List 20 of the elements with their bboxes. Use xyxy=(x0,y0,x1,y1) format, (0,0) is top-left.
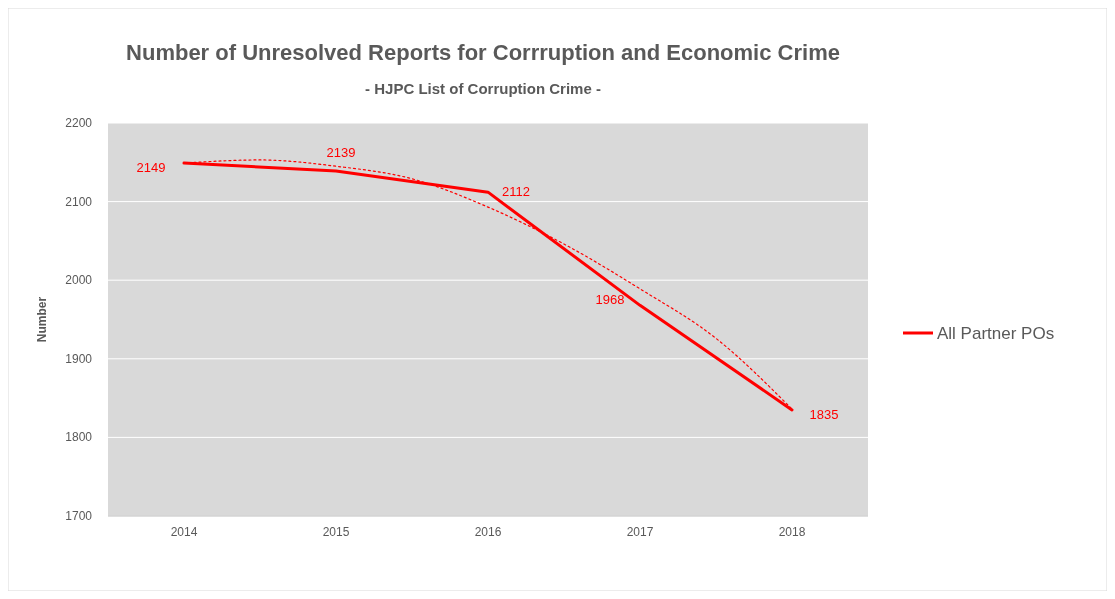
x-tick-label: 2016 xyxy=(474,525,502,539)
chart-title: Number of Unresolved Reports for Corrruption and Economic Crime xyxy=(126,40,840,65)
x-tick-label: 2014 xyxy=(170,525,198,539)
chart-subtitle: - HJPC List of Corruption Crime - xyxy=(365,80,601,97)
data-label: 2149 xyxy=(136,160,166,176)
x-tick-label: 2018 xyxy=(778,525,806,539)
y-tick-label: 1900 xyxy=(65,351,93,366)
y-tick-label: 2200 xyxy=(65,116,93,130)
y-tick-label: 1800 xyxy=(65,430,93,445)
y-tick-label: 1700 xyxy=(65,509,93,523)
y-tick-label: 2000 xyxy=(65,273,93,288)
y-tick-label: 2100 xyxy=(65,194,93,209)
data-label: 1835 xyxy=(809,406,839,422)
data-label: 1968 xyxy=(595,292,625,308)
y-axis-title: Number xyxy=(35,296,49,343)
x-tick-label: 2015 xyxy=(322,525,350,539)
data-label: 2139 xyxy=(326,144,356,160)
data-label: 2112 xyxy=(502,184,530,200)
x-tick-label: 2017 xyxy=(626,525,654,539)
legend-label: All Partner POs xyxy=(937,324,1055,343)
